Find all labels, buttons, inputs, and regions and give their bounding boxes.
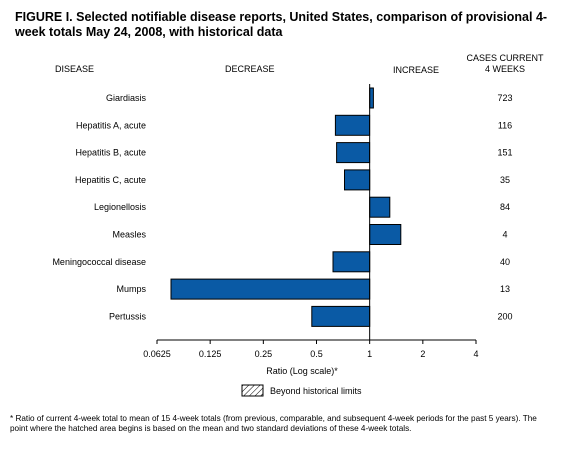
x-tick-label: 0.125 (199, 349, 222, 359)
legend-label: Beyond historical limits (270, 386, 362, 396)
chart-title: FIGURE I. Selected notifiable disease re… (15, 10, 548, 39)
cases-value: 200 (497, 311, 512, 321)
cases-header-line1: CASES CURRENT (466, 53, 544, 63)
x-axis-label: Ratio (Log scale)* (266, 366, 338, 376)
disease-header: DISEASE (55, 64, 94, 74)
bar-measles (369, 224, 402, 245)
cases-value: 723 (497, 93, 512, 103)
cases-value: 4 (502, 230, 507, 240)
bar-legionellosis (369, 196, 391, 218)
x-tick-label: 0.5 (310, 349, 323, 359)
decrease-header: DECREASE (225, 64, 275, 74)
x-tick-label: 0.0625 (143, 349, 171, 359)
cases-header-line2: 4 WEEKS (485, 64, 525, 74)
x-tick-label: 4 (473, 349, 478, 359)
cases-value: 13 (500, 284, 510, 294)
category-label: Hepatitis B, acute (75, 148, 146, 158)
category-label: Meningococcal disease (52, 257, 146, 267)
legend-hatch-swatch (241, 384, 264, 397)
category-label: Mumps (116, 284, 146, 294)
x-tick-label: 0.25 (255, 349, 273, 359)
bar-hepatitis-b-acute (336, 142, 371, 164)
bar-hepatitis-c-acute (344, 169, 371, 191)
bar-pertussis (311, 305, 371, 327)
cases-value: 151 (497, 148, 512, 158)
bar-meningococcal-disease (332, 251, 371, 273)
bar-giardiasis (369, 87, 374, 109)
category-label: Measles (112, 230, 146, 240)
category-label: Pertussis (109, 311, 147, 321)
bar-hepatitis-a-acute (334, 114, 371, 136)
increase-header: INCREASE (393, 65, 439, 75)
bar-mumps (170, 278, 371, 300)
x-tick-label: 1 (367, 349, 372, 359)
category-label: Hepatitis C, acute (75, 175, 146, 185)
plot-area: Giardiasis 723 Hepatitis A, acute 116 Hepati… (52, 84, 513, 359)
cases-value: 40 (500, 257, 510, 267)
cases-value: 35 (500, 175, 510, 185)
cases-value: 116 (498, 120, 512, 130)
cases-value: 84 (500, 202, 510, 212)
x-tick-label: 2 (420, 349, 425, 359)
category-label: Legionellosis (94, 202, 147, 212)
category-label: Hepatitis A, acute (76, 120, 146, 130)
category-label: Giardiasis (106, 93, 147, 103)
footnote: * Ratio of current 4-week total to mean … (10, 414, 537, 433)
